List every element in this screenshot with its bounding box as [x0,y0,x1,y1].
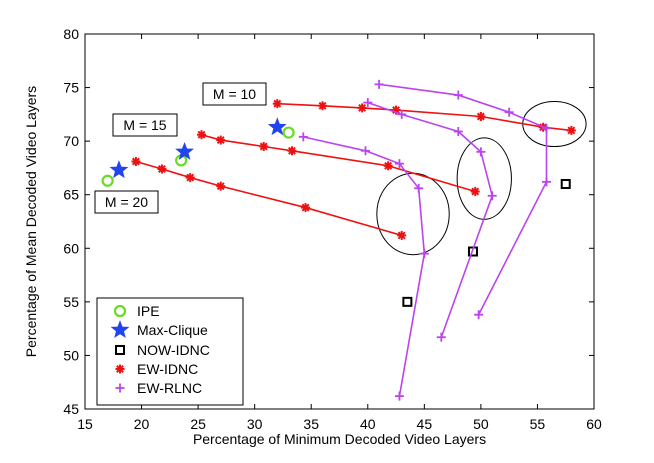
data-point-ew-idnc [185,173,195,183]
legend: IPE Max-Clique NOW-IDNC EW-IDNC EW-RLNC [96,297,244,406]
x-tick-label: 45 [417,416,433,432]
x-tick-label: 50 [473,416,489,432]
data-point-ew-idnc [383,161,393,171]
y-tick-label: 70 [63,133,79,149]
data-point-ew-rlnc [541,177,551,187]
legend-label-ew-rlnc: EW-RLNC [137,380,202,396]
data-point-ew-idnc [216,181,226,191]
x-tick-label: 20 [134,416,150,432]
legend-label-now-idnc: NOW-IDNC [137,342,210,358]
data-point-ew-rlnc [541,123,551,133]
annotation-m15: M = 15 [112,113,178,137]
legend-marker-now-idnc [115,345,125,355]
x-tick-label: 30 [247,416,263,432]
series-now-idnc [402,179,571,307]
series-line-ew-idnc [135,160,402,237]
data-point-ew-idnc [566,125,576,135]
data-point-ew-idnc [157,164,167,174]
data-point-ew-idnc [216,135,226,145]
annotation-m20-label: M = 20 [105,194,148,210]
legend-marker-ipe [113,304,127,318]
annotation-m15-box [112,113,178,137]
x-tick-label: 15 [77,416,93,432]
y-tick-label: 45 [63,401,79,417]
data-point-max-clique [109,160,129,179]
y-tick-label: 65 [63,187,79,203]
annotation-m10: M = 10 [202,82,267,106]
data-point-ew-idnc [391,105,401,115]
data-point-ew-idnc [131,157,141,166]
data-point-ew-idnc [318,101,328,111]
data-point-ew-rlnc [453,90,463,100]
data-point-ew-rlnc [397,109,407,119]
data-point-ew-rlnc [414,183,424,193]
data-point-ew-idnc [259,142,269,151]
data-point-ew-rlnc [394,159,404,169]
y-axis-title: Percentage of Mean Decoded Video Layers [23,86,39,357]
series-ew-idnc [131,99,576,240]
data-point-ew-idnc [476,112,486,121]
data-point-ipe [101,174,114,187]
data-point-max-clique [175,141,194,160]
legend-label-max-clique: Max-Clique [137,322,208,338]
series-max-clique [109,117,287,179]
data-point-ew-rlnc [298,132,308,142]
y-tick-label: 80 [63,26,79,42]
data-point-ipe [282,126,295,139]
data-point-ew-idnc [287,146,297,156]
x-tick-label: 55 [530,416,546,432]
legend-label-ew-idnc: EW-IDNC [137,361,198,377]
annotation-m10-label: M = 10 [213,86,256,102]
data-point-ew-idnc [301,203,311,213]
y-tick-label: 55 [63,294,79,310]
x-tick-label: 60 [586,416,602,432]
legend-markers [110,304,130,393]
data-point-ew-rlnc [394,391,404,401]
y-tick-label: 50 [63,347,79,363]
data-point-ew-rlnc [363,98,373,108]
data-point-ew-idnc [397,230,407,240]
data-point-ew-idnc [197,130,207,140]
data-point-ew-rlnc [453,127,463,136]
series-line-ew-rlnc [367,101,494,338]
y-tick-label: 60 [63,240,79,256]
data-point-ew-rlnc [476,147,486,157]
axis-ticks: 15 20 25 30 35 40 45 50 55 60 45 50 55 60 65 70 75 80 [63,26,602,432]
annotation-m20: M = 20 [94,190,159,214]
x-tick-label: 35 [303,416,319,432]
data-point-ew-rlnc [474,310,484,320]
data-point-ew-rlnc [361,146,371,156]
x-axis-title: Percentage of Minimum Decoded Video Laye… [193,431,486,447]
y-tick-label: 75 [63,80,79,96]
annotation-m20-box [94,190,159,214]
legend-marker-max-clique [110,320,130,339]
x-tick-label: 40 [360,416,376,432]
series-line-ew-rlnc [303,136,426,397]
data-point-ew-rlnc [419,249,429,259]
annotation-m10-box [202,82,267,106]
data-point-ew-rlnc [436,332,446,342]
data-point-ew-idnc [357,103,367,113]
data-point-ew-rlnc [487,191,497,201]
data-point-max-clique [267,117,287,136]
series-line-ew-rlnc [378,83,548,316]
legend-marker-ew-rlnc [115,383,125,393]
annotation-m15-label: M = 15 [123,117,166,133]
x-tick-label: 25 [190,416,206,432]
legend-label-ipe: IPE [137,303,160,319]
series-ew-rlnc [298,79,551,401]
data-point-ew-idnc [470,187,480,196]
data-point-now-idnc [560,179,571,189]
data-point-ew-idnc [272,99,282,109]
data-point-ew-rlnc [504,107,514,117]
data-point-ew-rlnc [374,79,384,89]
axes-frame [84,33,595,410]
data-series [101,79,576,401]
legend-marker-ew-idnc [115,364,125,374]
data-point-now-idnc [402,296,413,307]
